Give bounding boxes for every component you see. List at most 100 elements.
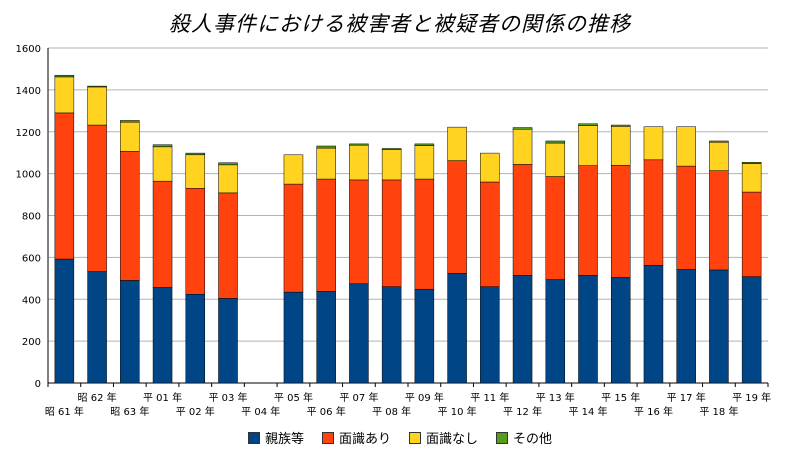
x-tick-label: 平 19 年	[732, 391, 771, 404]
legend-swatch	[321, 431, 334, 444]
chart-legend: 親族等 面識あり 面識なし その他	[0, 428, 800, 447]
bar-segment-3	[349, 144, 369, 181]
x-tick-label: 平 18 年	[699, 405, 738, 418]
y-tick-label: 1200	[16, 128, 41, 139]
bar-segment-2	[185, 188, 206, 295]
bar-segment-4	[709, 140, 729, 143]
legend-item: 面識あり	[321, 428, 391, 447]
x-tick-label: 平 07 年	[339, 391, 378, 404]
x-tick-label: 平 04 年	[241, 405, 280, 418]
bar-segment-1	[218, 298, 238, 384]
legend-item: 面識なし	[409, 428, 478, 447]
bar-segment-4	[610, 124, 631, 127]
bar-segment-3	[447, 126, 467, 161]
bar-segment-2	[283, 183, 304, 293]
y-tick-label: 200	[22, 337, 41, 348]
bar-segment-2	[349, 179, 369, 285]
bar-segment-4	[545, 140, 566, 144]
bar-segment-1	[676, 269, 696, 384]
bar-segment-3	[316, 147, 336, 180]
bar-segment-3	[87, 86, 107, 126]
bar-segment-3	[741, 163, 762, 193]
bar-segment-1	[741, 276, 762, 384]
bar-segment-1	[152, 287, 173, 384]
bar-segment-1	[381, 286, 402, 384]
bar-segment-3	[414, 145, 435, 180]
bar-segment-3	[512, 128, 533, 165]
y-tick-label: 1400	[16, 86, 41, 97]
bar-segment-2	[643, 159, 664, 266]
bar-segment-3	[381, 149, 402, 181]
bar-segment-1	[610, 277, 631, 384]
bar-segment-4	[316, 145, 336, 149]
x-tick-label: 平 10 年	[438, 405, 477, 418]
bar-segment-4	[349, 143, 369, 146]
bar-segment-2	[676, 165, 696, 270]
bar-segment-3	[709, 141, 729, 171]
bar-segment-1	[578, 275, 598, 384]
bar-segment-1	[414, 288, 435, 384]
bar-segment-4	[578, 123, 598, 126]
legend-swatch	[496, 431, 509, 444]
bar-segment-3	[185, 154, 206, 189]
bar-segment-1	[545, 279, 566, 384]
bar-segment-2	[87, 124, 107, 272]
bar-segment-4	[87, 85, 107, 88]
y-tick-label: 1600	[16, 44, 41, 55]
y-tick-label: 800	[22, 212, 41, 223]
x-tick-label: 平 08 年	[372, 405, 411, 418]
bar-segment-1	[54, 258, 75, 384]
y-tick-label: 600	[22, 253, 41, 264]
x-tick-label: 平 03 年	[208, 391, 247, 404]
bar-segment-1	[87, 271, 107, 384]
legend-label: 面識あり	[338, 432, 391, 447]
bar-segment-2	[152, 180, 173, 288]
bar-segment-2	[218, 192, 238, 299]
bar-segment-2	[447, 160, 467, 274]
x-tick-label: 平 14 年	[568, 405, 607, 418]
x-tick-label: 平 09 年	[405, 391, 444, 404]
legend-swatch	[247, 431, 260, 444]
bar-segment-3	[578, 125, 598, 166]
bar-segment-3	[54, 76, 75, 114]
bar-segment-2	[120, 151, 140, 281]
bar-segment-3	[283, 154, 304, 185]
bar-segment-1	[512, 275, 533, 384]
x-tick-label: 平 15 年	[601, 391, 640, 404]
x-tick-label: 昭 62 年	[78, 391, 117, 404]
bar-segment-4	[120, 120, 140, 123]
legend-label: その他	[513, 432, 553, 447]
bar-segment-4	[381, 148, 402, 151]
bar-segment-4	[185, 152, 206, 156]
y-tick-label: 1000	[16, 170, 41, 181]
bar-segment-3	[152, 146, 173, 182]
legend-item: 親族等	[247, 428, 304, 447]
x-tick-label: 平 11 年	[470, 391, 509, 404]
bar-segment-1	[185, 293, 206, 384]
legend-label: 親族等	[264, 432, 304, 447]
bar-segment-1	[480, 286, 500, 384]
bar-segment-4	[152, 144, 173, 148]
y-tick-label: 0	[35, 379, 41, 390]
x-tick-label: 平 13 年	[536, 391, 575, 404]
bar-segment-2	[381, 179, 402, 287]
chart-plot: 0 200 400 600 800 1000 1200 1400 1600 昭 61 年昭 62 …	[16, 44, 772, 418]
bar-segment-3	[218, 164, 238, 194]
x-tick-label: 平 17 年	[667, 391, 706, 404]
bar-segment-4	[414, 143, 435, 146]
bar-segment-2	[741, 191, 762, 277]
bar-segment-4	[741, 162, 762, 164]
bar-segment-1	[316, 291, 336, 384]
bar-segment-1	[709, 269, 729, 384]
bar-segment-2	[316, 178, 336, 292]
bar-segment-3	[120, 121, 140, 152]
x-tick-label: 昭 63 年	[110, 405, 149, 418]
bar-segment-1	[643, 265, 664, 384]
bar-segment-1	[349, 283, 369, 384]
bar-segment-2	[545, 176, 566, 280]
bar-segment-2	[480, 181, 500, 287]
bar-segment-3	[545, 142, 566, 177]
x-tick-label: 平 02 年	[176, 405, 215, 418]
bar-segment-4	[54, 74, 75, 78]
